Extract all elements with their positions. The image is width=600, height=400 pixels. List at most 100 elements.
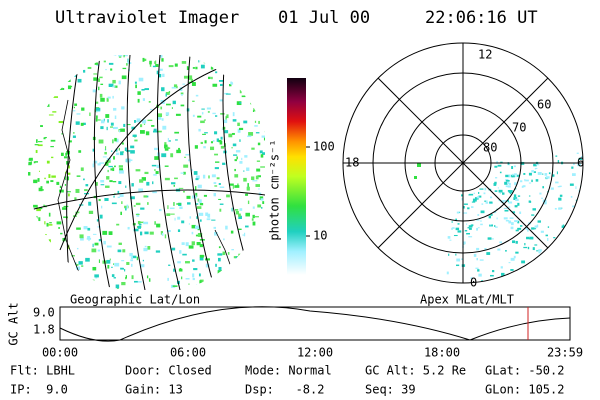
speckle: [185, 242, 189, 247]
speckle: [154, 147, 159, 151]
speckle: [38, 141, 43, 143]
speckle: [205, 212, 209, 216]
speckle: [112, 126, 118, 130]
speckle: [575, 186, 577, 190]
speckle: [158, 68, 163, 71]
speckle: [130, 150, 135, 154]
speckle: [191, 82, 196, 86]
speckle: [523, 246, 528, 249]
speckle: [125, 185, 127, 188]
speckle: [511, 166, 514, 170]
speckle: [528, 182, 532, 184]
speckle: [505, 185, 509, 188]
speckle: [177, 229, 181, 232]
speckle: [114, 115, 117, 120]
speckle: [580, 156, 583, 159]
speckle: [107, 264, 110, 269]
speckle: [480, 210, 485, 214]
speckle: [462, 205, 465, 209]
speckle: [60, 152, 64, 156]
polar-plot: 12 18 6 0 60 70 80: [342, 42, 584, 290]
speckle: [217, 53, 219, 55]
speckle: [191, 241, 195, 246]
speckle: [509, 217, 514, 219]
speckle: [75, 266, 81, 270]
speckle: [221, 275, 226, 278]
speckle: [471, 201, 476, 203]
speckle: [183, 164, 189, 168]
speckle: [28, 239, 32, 243]
speckle: [50, 139, 56, 142]
speckle: [40, 125, 43, 127]
speckle: [43, 204, 45, 207]
speckle: [494, 181, 497, 185]
speckle: [170, 153, 174, 158]
speckle: [95, 115, 98, 119]
speckle: [62, 207, 67, 210]
speckle: [107, 169, 109, 173]
speckle: [67, 176, 70, 181]
speckle: [85, 257, 90, 262]
speckle: [154, 221, 156, 225]
speckle: [38, 232, 41, 235]
speckle: [456, 264, 460, 267]
speckle: [570, 195, 573, 198]
info-field: Seq: 39: [365, 383, 416, 397]
speckle: [218, 246, 221, 249]
speckle: [236, 101, 242, 106]
speckle: [60, 71, 65, 73]
speckle: [497, 248, 501, 251]
speckle: [34, 144, 39, 146]
speckle: [517, 220, 520, 224]
speckle: [127, 226, 130, 230]
speckle: [491, 238, 494, 240]
speckle: [29, 55, 35, 59]
speckle: [139, 130, 145, 134]
speckle: [228, 133, 233, 138]
speckle: [135, 202, 141, 206]
speckle: [138, 223, 142, 226]
speckle: [48, 254, 54, 256]
speckle: [513, 197, 518, 200]
speckle: [195, 66, 198, 70]
speckle: [114, 137, 117, 142]
info-field: IP: 9.0: [10, 383, 68, 397]
mlat-label: 80: [483, 141, 497, 155]
speckle: [259, 196, 264, 200]
speckle: [225, 280, 228, 284]
speckle: [246, 186, 250, 191]
speckle: [262, 71, 265, 74]
speckle: [92, 243, 94, 248]
speckle: [142, 57, 145, 62]
speckle: [51, 156, 54, 159]
speckle: [88, 239, 90, 242]
speckle: [466, 232, 470, 235]
speckle: [250, 102, 255, 105]
speckle: [121, 106, 125, 110]
speckle: [243, 263, 245, 265]
speckle: [37, 144, 43, 147]
speckle: [571, 166, 574, 169]
speckle: [188, 159, 190, 162]
speckle: [127, 58, 129, 63]
speckle: [164, 146, 169, 151]
speckle: [101, 119, 105, 124]
speckle: [119, 130, 121, 133]
speckle: [215, 71, 218, 74]
speckle: [501, 272, 505, 276]
speckle: [513, 194, 517, 198]
speckle: [192, 259, 195, 262]
speckle: [573, 162, 575, 165]
speckle: [488, 215, 492, 219]
speckle: [154, 61, 156, 64]
speckle: [179, 268, 182, 271]
speckle: [160, 231, 164, 235]
speckle: [199, 279, 204, 284]
speckle: [133, 205, 136, 207]
colorbar-tick: 10: [313, 229, 327, 243]
speckle: [52, 55, 57, 56]
speckle: [496, 217, 498, 220]
speckle: [113, 156, 115, 160]
speckle: [172, 285, 178, 287]
speckle: [222, 162, 226, 165]
